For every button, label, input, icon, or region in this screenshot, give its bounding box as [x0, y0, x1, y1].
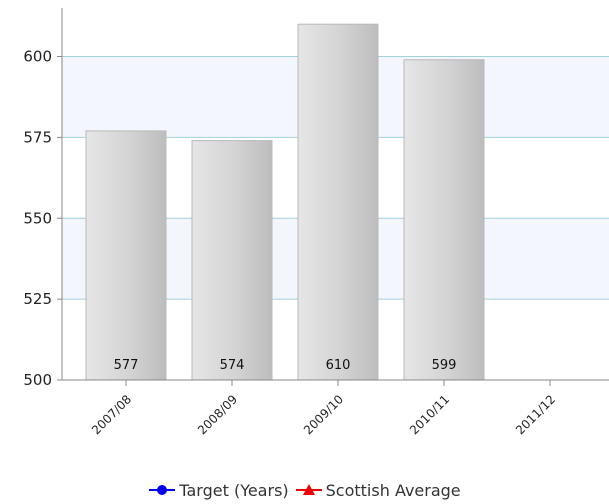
y-tick-label: 525	[23, 290, 52, 308]
legend-item-scottish-average: Scottish Average	[295, 481, 461, 500]
legend-label-scottish-average: Scottish Average	[325, 480, 461, 500]
y-tick-label: 575	[23, 128, 52, 146]
data-label: 599	[432, 358, 457, 373]
data-labels: 577 574 610 599	[114, 358, 457, 373]
legend-label-target: Target (Years)	[179, 480, 289, 500]
data-label: 577	[114, 358, 139, 373]
bar-2008-09	[191, 140, 273, 381]
data-label: 610	[326, 358, 351, 373]
triangle-marker-icon	[295, 484, 322, 495]
x-tick-labels: 2007/08 2008/09 2009/10 2010/11 2011/12	[89, 392, 558, 437]
y-tick-label: 500	[23, 371, 52, 389]
bar-2010-11	[403, 59, 485, 381]
x-tick-label: 2008/09	[195, 392, 240, 437]
circle-marker-icon	[149, 485, 176, 495]
y-tick-label: 600	[23, 48, 52, 66]
x-tick-label: 2011/12	[513, 392, 558, 437]
y-tick-labels: 500 525 550 575 600	[23, 48, 52, 389]
data-label: 574	[220, 358, 245, 373]
bar-2009-10	[297, 23, 379, 381]
legend-item-target: Target (Years)	[148, 480, 289, 500]
axes	[61, 8, 609, 386]
x-tick-label: 2010/11	[407, 392, 452, 437]
x-tick-label: 2009/10	[301, 392, 346, 437]
bars	[85, 23, 485, 381]
bar-2007-08	[85, 130, 167, 381]
legend: Target (Years) Scottish Average	[0, 478, 609, 502]
y-tick-label: 550	[23, 209, 52, 227]
x-tick-label: 2007/08	[89, 392, 134, 437]
